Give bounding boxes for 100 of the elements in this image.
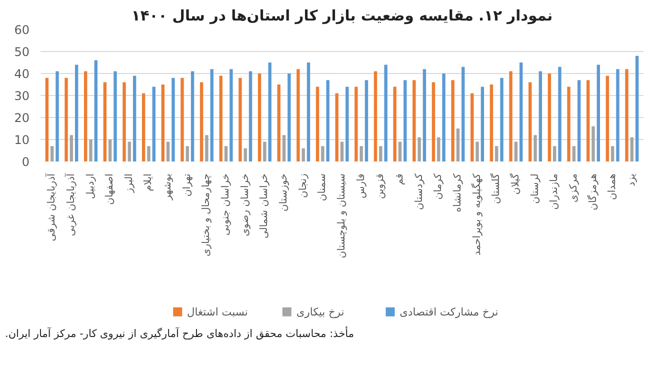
- bar: [451, 80, 454, 162]
- bar: [577, 80, 581, 162]
- y-tick-label: 20: [14, 111, 30, 125]
- bar: [384, 64, 388, 162]
- bar: [296, 69, 300, 162]
- x-tick-label: سیستان و بلوچستان: [336, 174, 348, 258]
- y-tick-label: 10: [14, 133, 30, 147]
- x-tick-label: کرمانشاه: [452, 173, 464, 212]
- bar: [248, 71, 252, 162]
- bar: [180, 78, 184, 162]
- bar: [302, 148, 305, 162]
- bar: [166, 142, 170, 162]
- x-tick-label: خراسان رضوی: [240, 174, 251, 236]
- bar: [219, 76, 222, 162]
- x-tick-label: لرستان: [530, 174, 541, 204]
- bar: [316, 86, 320, 162]
- bar: [538, 71, 542, 162]
- x-tick-label: کرمان: [433, 173, 444, 200]
- x-tick-label: چهارمحال و بختیاری: [201, 174, 212, 256]
- x-tick-label: کهگیلویه و بویراحمد: [470, 173, 483, 256]
- bar: [306, 62, 310, 162]
- bar: [635, 56, 639, 162]
- bar: [277, 84, 280, 162]
- bar: [480, 86, 484, 162]
- x-tick-label: سمنان: [317, 174, 328, 202]
- bar: [625, 69, 628, 162]
- bar: [553, 146, 556, 162]
- bar: [114, 71, 117, 162]
- bar: [418, 137, 421, 162]
- x-tick-label: گیلان: [509, 173, 522, 195]
- x-tick-label: قم: [394, 173, 406, 185]
- x-tick-label: آذربایجان شرقی: [44, 172, 58, 242]
- legend-label: نرخ بیکاری: [296, 305, 344, 318]
- bar: [190, 71, 194, 162]
- bar: [161, 84, 164, 162]
- bar: [558, 66, 562, 162]
- bar: [398, 142, 402, 162]
- x-tick-label: همدان: [607, 174, 618, 200]
- bar: [572, 146, 576, 162]
- bar: [412, 80, 416, 162]
- bar: [606, 76, 610, 162]
- bar: [360, 146, 363, 162]
- bar: [103, 82, 107, 162]
- text: مأخذ: محاسبات محقق از داده‌های طرح آمارگیری از نیروی کار- مرکز آمار ایران.: [5, 327, 354, 342]
- x-tick-label: خراسان جنوبی: [220, 174, 232, 236]
- bar: [94, 60, 98, 162]
- bar: [326, 80, 330, 162]
- x-tick-label: یزد: [626, 173, 638, 186]
- bar: [64, 78, 68, 162]
- bar: [490, 84, 494, 162]
- bar: [50, 146, 54, 162]
- chart-title: نمودار ۱۲. مقایسه وضعیت بازار کار استان‌ها در سال ۱۴۰۰: [131, 8, 553, 24]
- bar: [74, 64, 78, 162]
- bar: [128, 142, 131, 162]
- bar: [258, 74, 262, 162]
- bar: [528, 82, 532, 162]
- bar: [244, 148, 247, 162]
- bar: [340, 142, 344, 162]
- bar: [205, 135, 208, 162]
- y-tick-label: 40: [14, 67, 30, 81]
- bar: [200, 82, 204, 162]
- bar: [89, 140, 92, 162]
- bar: [509, 71, 512, 162]
- x-tick-label: قزوین: [375, 173, 386, 200]
- x-tick-label: تهران: [182, 173, 193, 197]
- bar: [586, 80, 590, 162]
- bar: [230, 69, 233, 162]
- bar: [354, 86, 358, 162]
- bar: [186, 146, 189, 162]
- bar: [346, 86, 349, 162]
- bar: [374, 71, 378, 162]
- bar: [548, 74, 552, 162]
- bar: [263, 142, 266, 162]
- legend-label: نسبت اشتغال: [187, 305, 248, 318]
- bar: [147, 146, 150, 162]
- x-tick-label: هرمزگان: [586, 174, 599, 210]
- bar: [470, 93, 474, 162]
- bar: [84, 71, 88, 162]
- x-tick-label: خوزستان: [278, 174, 290, 212]
- bar: [495, 146, 498, 162]
- bar: [335, 93, 338, 162]
- x-tick-label: گلستان: [490, 173, 502, 204]
- bar: [616, 69, 620, 162]
- x-tick-label: فارس: [356, 173, 367, 198]
- bar: [592, 126, 595, 162]
- bar: [132, 76, 136, 162]
- bar: [172, 78, 175, 162]
- x-tick-label: اردبیل: [85, 174, 96, 199]
- y-tick-label: 50: [14, 45, 30, 59]
- bar: [379, 146, 382, 162]
- y-tick-label: 60: [14, 23, 30, 37]
- bar: [224, 146, 228, 162]
- bar: [152, 86, 156, 162]
- y-tick-label: 0: [22, 155, 30, 169]
- x-tick-label: مازندران: [549, 174, 560, 210]
- x-tick-label: بوشهر: [162, 174, 174, 201]
- bar: [514, 142, 518, 162]
- legend-label: نرخ مشارکت اقتصادی: [400, 305, 498, 318]
- bar: [437, 137, 440, 162]
- y-tick-label: 30: [14, 89, 30, 103]
